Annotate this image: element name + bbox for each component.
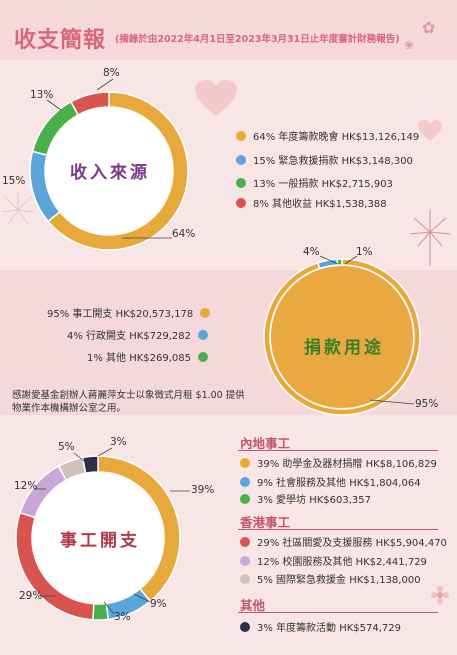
legend-dot — [240, 536, 250, 547]
legend-dot — [240, 555, 250, 566]
legend-dot — [240, 621, 250, 632]
use-pct-95: 95% — [415, 398, 439, 410]
exp-pct-29: 29% — [19, 590, 43, 602]
legend-dot — [240, 476, 250, 487]
dandelion-icon — [1, 192, 35, 225]
legend-label: 95% 事工開支 HK$20,573,178 — [47, 309, 194, 320]
dandelion-icon — [409, 210, 451, 266]
divider — [238, 529, 438, 530]
income-pct-8: 8% — [103, 67, 120, 79]
income-legend-item: 15% 緊急救援捐款 HK$3,148,300 — [236, 152, 413, 167]
leader-line — [122, 237, 172, 239]
leader-line — [170, 490, 190, 492]
legend-label: 12% 校園服務及其他 HK$2,441,729 — [257, 557, 427, 568]
expenses-donut-chart — [15, 455, 181, 621]
page-subtitle: (摘錄於由2022年4月1日至2023年3月31日止年度審計財務報告) — [115, 34, 400, 45]
expense-legend-item: 3% 愛學坊 HK$603,357 — [240, 491, 371, 506]
page-title: 收支簡報 — [14, 28, 107, 53]
income-pct-13: 13% — [30, 89, 54, 101]
income-center-label: 收入來源 — [70, 163, 150, 183]
donut-slice — [81, 455, 99, 475]
expense-legend-item: 9% 社會服務及其他 HK$1,804,064 — [240, 474, 421, 489]
legend-label: 5% 國際緊急救援金 HK$1,138,000 — [257, 575, 421, 586]
flower-icon: ❀ — [404, 38, 415, 52]
exp-pct-5: 5% — [58, 441, 75, 453]
leader-line — [369, 399, 415, 405]
leader-line — [46, 99, 62, 111]
leader-line — [34, 488, 46, 490]
group-heading-mainland: 內地事工 — [240, 436, 291, 451]
flower-icon — [431, 586, 449, 604]
income-pct-64: 64% — [172, 228, 196, 240]
legend-dot — [236, 130, 246, 141]
legend-label: 9% 社會服務及其他 HK$1,804,064 — [257, 478, 421, 489]
legend-label: 29% 社區關愛及支援服務 HK$5,904,470 — [257, 538, 447, 549]
legend-label: 15% 緊急救援捐款 HK$3,148,300 — [253, 156, 413, 167]
legend-dot — [240, 493, 250, 504]
income-pct-15: 15% — [2, 175, 26, 187]
heart-icon — [195, 80, 237, 116]
legend-label: 1% 其他 HK$269,085 — [87, 353, 192, 364]
use-legend-item: 1% 其他 HK$269,085 — [87, 349, 209, 364]
use-center-label: 捐款用途 — [304, 338, 384, 358]
exp-pct-39: 39% — [191, 484, 215, 496]
legend-dot — [236, 154, 246, 165]
use-legend-item: 4% 行政開支 HK$729,282 — [67, 327, 209, 342]
donut-slice — [336, 258, 343, 266]
legend-label: 13% 一般捐款 HK$2,715,903 — [253, 179, 393, 190]
expenses-center-label: 事工開支 — [60, 531, 140, 551]
leader-line — [97, 447, 113, 457]
donut-hole — [46, 108, 172, 234]
legend-label: 64% 年度籌款晚會 HK$13,126,149 — [253, 132, 420, 143]
legend-dot — [198, 329, 209, 340]
income-donut-chart — [29, 91, 189, 251]
divider — [238, 450, 438, 451]
leader-line — [133, 593, 151, 603]
rent-note: 感謝愛基金創辦人蔣麗萍女士以象徵式月租 $1.00 提供物業作本機構辦公室之用。 — [12, 390, 245, 414]
divider — [238, 612, 438, 613]
exp-pct-3-bottom: 3% — [114, 611, 131, 623]
legend-dot — [240, 457, 250, 468]
leader-line — [73, 452, 85, 462]
legend-label: 8% 其他收益 HK$1,538,388 — [253, 199, 387, 210]
header-band — [0, 0, 457, 60]
legend-dot — [236, 177, 246, 188]
legend-label: 39% 助學金及器材捐贈 HK$8,106,829 — [257, 459, 437, 470]
donut-hole — [33, 473, 163, 603]
group-heading-hongkong: 香港事工 — [240, 515, 291, 530]
legend-dot — [240, 573, 250, 584]
legend-label: 3% 愛學坊 HK$603,357 — [257, 495, 372, 506]
heart-icon — [418, 120, 442, 141]
group-heading-other: 其他 — [240, 598, 266, 613]
exp-pct-3-top: 3% — [110, 436, 127, 448]
legend-dot — [236, 197, 246, 208]
income-legend-item: 8% 其他收益 HK$1,538,388 — [236, 195, 387, 210]
expense-legend-item: 39% 助學金及器材捐贈 HK$8,106,829 — [240, 455, 437, 470]
leader-line — [96, 78, 114, 91]
use-pct-4: 4% — [303, 246, 320, 258]
expense-legend-item: 12% 校園服務及其他 HK$2,441,729 — [240, 553, 427, 568]
donut-hole — [271, 266, 413, 408]
leader-line — [344, 255, 358, 265]
expense-legend-item: 3% 年度籌款活動 HK$574,729 — [240, 619, 401, 634]
expense-legend-item: 29% 社區關愛及支援服務 HK$5,904,470 — [240, 534, 447, 549]
income-legend-item: 13% 一般捐款 HK$2,715,903 — [236, 175, 393, 190]
income-legend-item: 64% 年度籌款晚會 HK$13,126,149 — [236, 128, 419, 143]
flower-icon: ✿ — [422, 18, 436, 37]
legend-label: 3% 年度籌款活動 HK$574,729 — [257, 623, 402, 634]
expense-legend-item: 5% 國際緊急救援金 HK$1,138,000 — [240, 571, 421, 586]
legend-label: 4% 行政開支 HK$729,282 — [67, 331, 192, 342]
leader-line — [103, 601, 115, 615]
leader-line — [40, 595, 56, 597]
legend-dot — [198, 351, 209, 362]
use-legend-item: 95% 事工開支 HK$20,573,178 — [47, 305, 211, 320]
exp-pct-12: 12% — [14, 480, 38, 492]
use-pct-1: 1% — [356, 246, 373, 258]
legend-dot — [200, 307, 211, 318]
donut-slice — [69, 91, 110, 116]
leader-line — [319, 255, 339, 265]
exp-pct-9: 9% — [150, 598, 167, 610]
